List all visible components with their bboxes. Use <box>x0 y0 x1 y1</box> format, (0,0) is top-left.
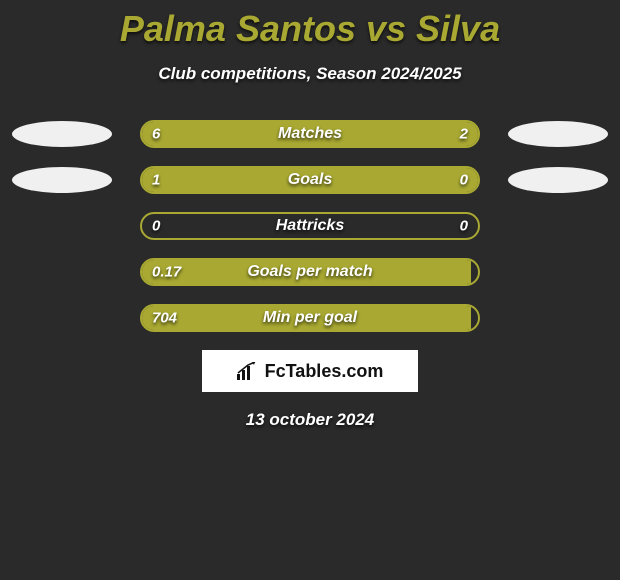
stat-row: Goals per match0.17 <box>0 258 620 286</box>
bar-segment-left <box>142 122 387 146</box>
bar-segment-left <box>142 168 401 192</box>
brand-label: FcTables.com <box>265 361 384 382</box>
bar-segment-right <box>387 122 478 146</box>
subtitle: Club competitions, Season 2024/2025 <box>0 64 620 84</box>
stat-row: Goals10 <box>0 166 620 194</box>
avatar-spacer <box>12 305 112 331</box>
player-avatar-right <box>508 167 608 193</box>
stat-label: Hattricks <box>142 217 478 235</box>
chart-icon <box>237 362 259 380</box>
stat-row: Matches62 <box>0 120 620 148</box>
avatar-spacer <box>12 259 112 285</box>
date-label: 13 october 2024 <box>0 410 620 430</box>
stats-container: Matches62 Goals10 Hattricks0 0 Goals per mat… <box>0 120 620 332</box>
stat-bar: Hattricks0 0 <box>140 212 480 240</box>
branding-box: FcTables.com <box>202 350 418 392</box>
avatar-spacer <box>508 259 608 285</box>
avatar-spacer <box>508 213 608 239</box>
bar-segment-right <box>401 168 478 192</box>
bar-segment-left <box>142 260 471 284</box>
stat-bar: Matches62 <box>140 120 480 148</box>
player-avatar-left <box>12 167 112 193</box>
page-title: Palma Santos vs Silva <box>0 0 620 50</box>
avatar-spacer <box>12 213 112 239</box>
bar-segment-left <box>142 306 471 330</box>
player-avatar-left <box>12 121 112 147</box>
stat-row: Min per goal704 <box>0 304 620 332</box>
stat-value-left: 0 <box>152 218 160 235</box>
stat-bar: Goals per match0.17 <box>140 258 480 286</box>
avatar-spacer <box>508 305 608 331</box>
stat-row: Hattricks0 0 <box>0 212 620 240</box>
player-avatar-right <box>508 121 608 147</box>
stat-bar: Min per goal704 <box>140 304 480 332</box>
stat-bar: Goals10 <box>140 166 480 194</box>
stat-value-right: 0 <box>460 218 468 235</box>
